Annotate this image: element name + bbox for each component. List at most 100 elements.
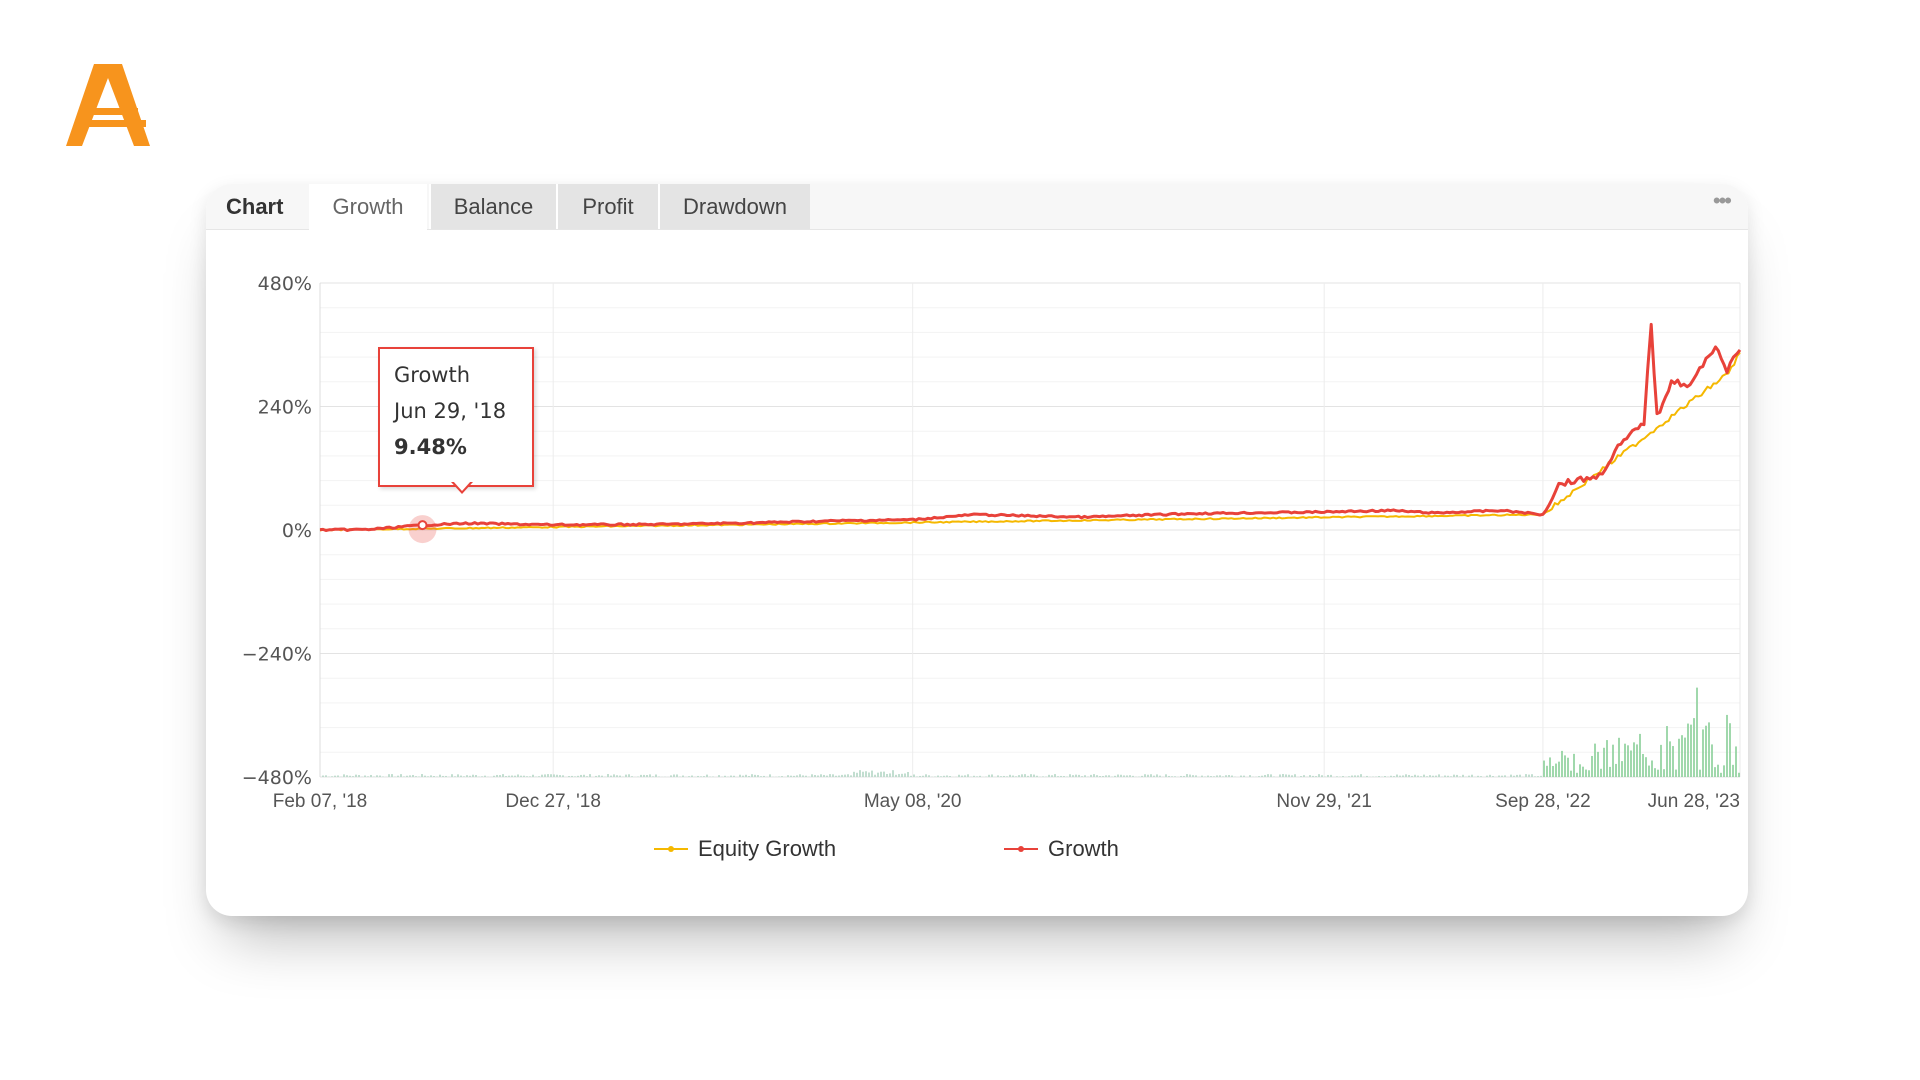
volume-bar <box>523 775 525 777</box>
volume-bar <box>1492 776 1494 777</box>
volume-bar <box>1501 775 1503 777</box>
volume-bar <box>913 774 915 777</box>
volume-bar <box>577 775 579 777</box>
volume-bar <box>700 776 702 777</box>
tab-balance[interactable]: Balance <box>429 184 556 229</box>
more-options-icon[interactable]: ••• <box>1712 188 1732 213</box>
volume-bar <box>1084 775 1086 777</box>
volume-bar <box>718 775 720 777</box>
volume-bar <box>1636 744 1638 777</box>
volume-bar <box>811 774 813 777</box>
volume-bar <box>418 776 420 777</box>
volume-bar <box>919 775 921 777</box>
volume-bar <box>847 774 849 777</box>
volume-bar <box>1444 775 1446 777</box>
volume-bar <box>421 774 423 777</box>
volume-bar <box>472 774 474 777</box>
volume-bar <box>1267 774 1269 777</box>
volume-bar <box>1429 775 1431 777</box>
volume-bar <box>511 775 513 777</box>
x-axis-ticks: Feb 07, '18 Dec 27, '18 May 08, '20 Nov 29,… <box>273 791 1740 812</box>
volume-bar <box>1228 775 1230 777</box>
volume-bar <box>1153 775 1155 777</box>
volume-bar <box>724 775 726 777</box>
volume-bar <box>1075 774 1077 777</box>
volume-bar <box>1438 774 1440 777</box>
volume-bar <box>763 775 765 777</box>
tooltip-date: Jun 29, '18 <box>394 399 507 423</box>
y-tick-label: −480% <box>242 767 312 789</box>
volume-bar <box>349 775 351 777</box>
volume-bar <box>454 776 456 777</box>
volume-bar <box>1300 776 1302 777</box>
volume-bar <box>880 771 882 777</box>
volume-bar <box>1063 776 1065 777</box>
volume-bar <box>1534 776 1536 777</box>
volume-bar <box>961 775 963 777</box>
volume-bar <box>1453 774 1455 777</box>
volume-bar <box>1498 775 1500 777</box>
legend-equity-growth[interactable]: Equity Growth <box>654 836 836 862</box>
volume-bar <box>1309 775 1311 777</box>
volume-bar <box>706 774 708 777</box>
tab-drawdown[interactable]: Drawdown <box>658 184 810 229</box>
volume-bar <box>583 774 585 777</box>
legend-growth-label: Growth <box>1048 836 1119 861</box>
volume-bar <box>1414 774 1416 777</box>
volume-bar <box>817 775 819 777</box>
volume-bar <box>439 774 441 777</box>
tab-profit[interactable]: Profit <box>556 184 658 229</box>
volume-bar <box>376 775 378 777</box>
tooltip-arrow-inner <box>453 481 471 491</box>
volume-bar <box>883 771 885 777</box>
y-axis-ticks: 480% 240% 0% −240% −480% <box>242 273 312 789</box>
volume-bar <box>1405 774 1407 777</box>
legend-growth[interactable]: Growth <box>1004 836 1119 862</box>
tab-growth[interactable]: Growth <box>309 184 427 230</box>
volume-bar <box>655 774 657 777</box>
volume-bar <box>1330 774 1332 777</box>
volume-bar <box>871 770 873 777</box>
volume-bar <box>1120 774 1122 777</box>
volume-bar <box>1540 775 1542 777</box>
volume-bar <box>1360 774 1362 777</box>
volume-bar <box>901 773 903 777</box>
volume-bar <box>1000 776 1002 777</box>
volume-bar <box>508 775 510 777</box>
volume-bar <box>388 774 390 777</box>
volume-bar <box>1594 743 1596 777</box>
volume-bar <box>1213 776 1215 777</box>
volume-bar <box>1531 774 1533 777</box>
volume-bar <box>1468 775 1470 777</box>
volume-bar <box>1513 775 1515 777</box>
volume-bar <box>1585 769 1587 777</box>
volume-bar <box>427 776 429 777</box>
volume-bar <box>640 774 642 777</box>
volume-bar <box>943 775 945 777</box>
volume-bar <box>643 774 645 777</box>
volume-bar <box>805 775 807 777</box>
volume-bar <box>1291 775 1293 777</box>
volume-bar <box>1678 738 1680 777</box>
volume-bar <box>1702 729 1704 777</box>
volume-bar <box>832 774 834 777</box>
volume-bar <box>787 775 789 777</box>
volume-bar <box>1009 774 1011 777</box>
volume-bar <box>343 774 345 777</box>
volume-bar <box>1603 747 1605 777</box>
volume-bar <box>859 770 861 777</box>
volume-bar <box>991 774 993 777</box>
volume-bar <box>1558 761 1560 777</box>
volume-bar <box>964 775 966 777</box>
series-line-equity-growth <box>319 351 1741 532</box>
volume-bar <box>1579 764 1581 777</box>
volume-bar <box>406 775 408 777</box>
volume-bar <box>1399 775 1401 777</box>
volume-bar <box>1567 757 1569 777</box>
volume-bar <box>400 774 402 777</box>
volume-bar <box>451 774 453 777</box>
volume-bar <box>670 775 672 777</box>
volume-bar <box>1102 775 1104 777</box>
volume-bars <box>322 687 1740 777</box>
volume-bar <box>1435 775 1437 777</box>
